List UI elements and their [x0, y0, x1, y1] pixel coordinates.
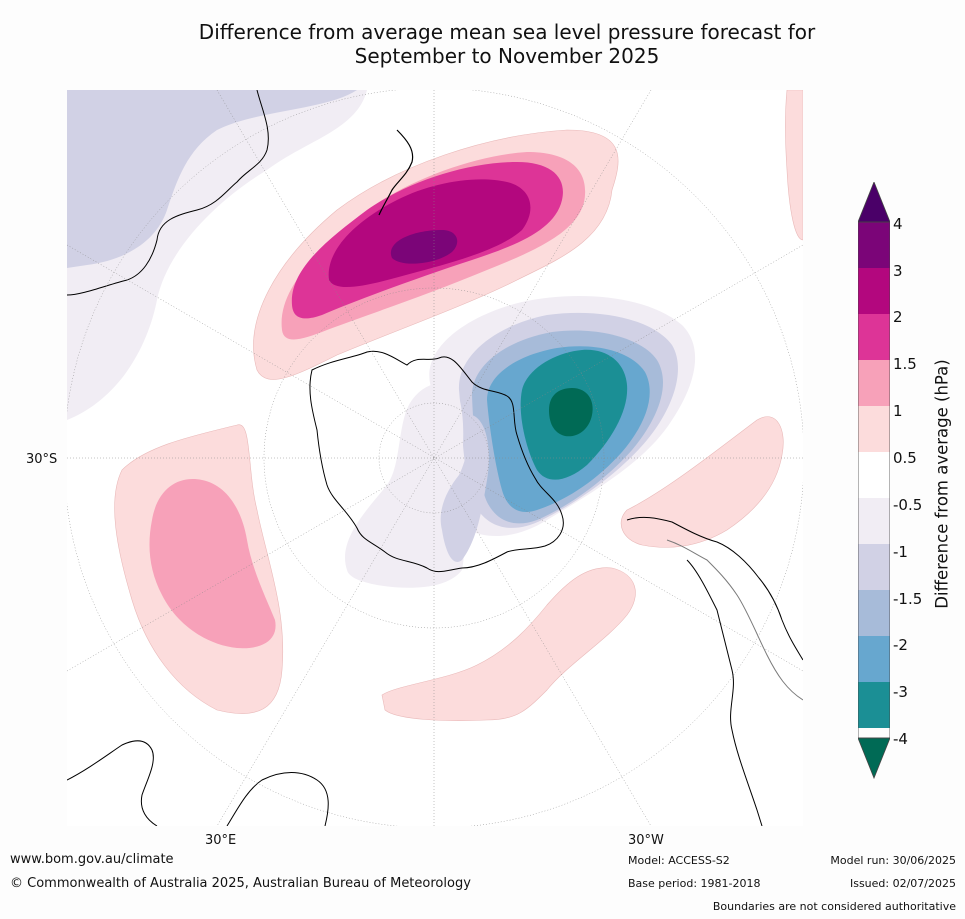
anomaly-region-0.5-ne	[785, 90, 803, 241]
base-period: Base period: 1981-2018	[628, 877, 761, 890]
colorbar-tick-label: 2	[893, 308, 903, 326]
map-title: Difference from average mean sea level p…	[0, 20, 965, 68]
anomaly-region-3-pacific	[390, 230, 458, 264]
colorbar-bin-m4-to-m3	[858, 682, 890, 728]
anomaly-region-0.5-atlantic-e	[620, 416, 784, 548]
colorbar-extension-top	[858, 182, 890, 222]
website-link[interactable]: www.bom.gov.au/climate	[10, 852, 174, 867]
colorbar-tick-label: 3	[893, 262, 903, 280]
colorbar-bin-m1-to-m0.5	[858, 498, 890, 544]
colorbar-tick-label: -0.5	[893, 496, 923, 514]
colorbar-bin-neutral	[858, 452, 890, 498]
colorbar	[858, 182, 890, 780]
colorbar-bin-m2-to-m1.5	[858, 590, 890, 636]
colorbar-bin-0.5-to-1	[858, 406, 890, 452]
lat-label-30s: 30°S	[26, 452, 58, 467]
graticule	[67, 90, 803, 826]
colorbar-tick-label: -4	[893, 730, 908, 748]
model-run-date: Model run: 30/06/2025	[830, 854, 956, 867]
new-zealand-coastline	[378, 129, 414, 216]
anomaly-region-weak-negative-antarctica	[345, 383, 465, 588]
colorbar-tick-label: -1.5	[893, 590, 923, 608]
anomaly-region-1-indian	[149, 479, 276, 649]
title-line-2: September to November 2025	[354, 44, 660, 68]
colorbar-bin-2-to-3	[858, 268, 890, 314]
colorbar-extension-bottom	[858, 738, 890, 778]
south-america-border	[666, 539, 803, 701]
boundaries-disclaimer: Boundaries are not considered authoritat…	[712, 900, 956, 913]
anomaly-region-neg1-antarctica	[440, 415, 489, 562]
anomaly-region-0.5-atlantic-sw	[381, 567, 636, 721]
colorbar-tick-label: -1	[893, 543, 908, 561]
colorbar-tick-label: -2	[893, 636, 908, 654]
issued-date: Issued: 02/07/2025	[849, 877, 956, 890]
south-america-coastline	[626, 516, 803, 826]
colorbar-bin-1-to-1.5	[858, 360, 890, 406]
colorbar-bin-1.5-to-2	[858, 314, 890, 360]
colorbar-tick-label: 0.5	[893, 449, 917, 467]
colorbar-title: Difference from average (hPa)	[932, 359, 952, 609]
colorbar-tick-label: 1.5	[893, 355, 917, 373]
model-name: Model: ACCESS-S2	[628, 854, 730, 867]
anomaly-region-neg4-southpacific	[549, 388, 593, 437]
anomaly-region-moderate-negative-nw	[67, 90, 357, 268]
pressure-anomaly-map	[67, 90, 803, 826]
colorbar-tick-label: -3	[893, 683, 908, 701]
africa-coastline	[67, 740, 329, 826]
copyright-text: © Commonwealth of Australia 2025, Austra…	[10, 876, 471, 891]
lon-label-30w: 30°W	[628, 833, 664, 848]
lon-label-30e: 30°E	[205, 833, 237, 848]
colorbar-bin-m1.5-to-m1	[858, 544, 890, 590]
colorbar-bin-3-to-4	[858, 222, 890, 268]
colorbar-tick-label: 4	[893, 215, 903, 233]
colorbar-bin-m3-to-m2	[858, 636, 890, 682]
antarctica-coastline	[309, 350, 564, 573]
colorbar-tick-label: 1	[893, 402, 903, 420]
title-line-1: Difference from average mean sea level p…	[198, 20, 816, 44]
